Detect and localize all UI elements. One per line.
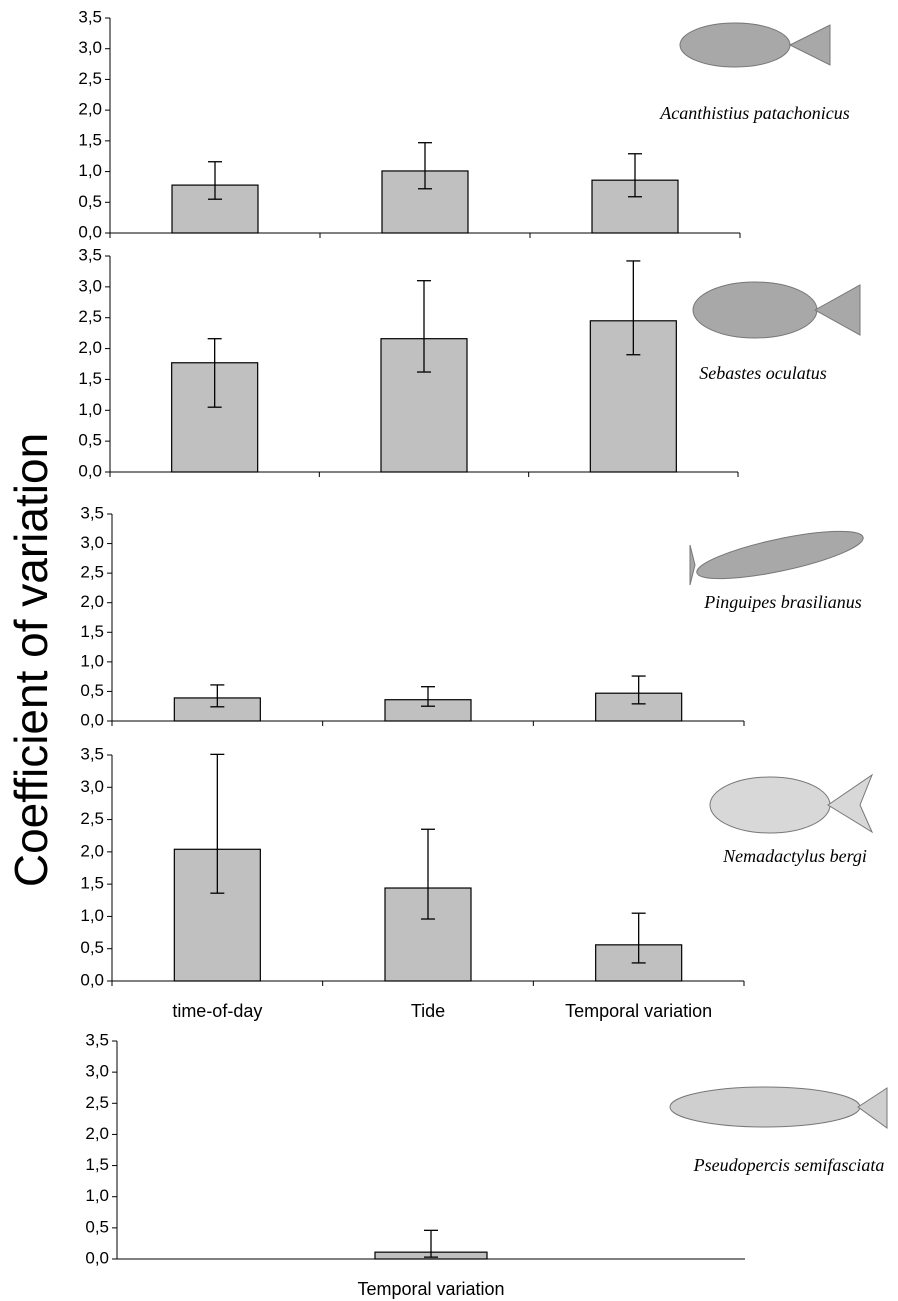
fish-icons — [669, 22, 888, 1129]
y-tick-label: 3,5 — [78, 7, 102, 26]
y-tick-label: 2,5 — [80, 809, 104, 828]
x-tick-label: Temporal variation — [357, 1279, 504, 1299]
y-axis-label: Coefficient of variation — [5, 433, 57, 887]
y-tick-label: 0,0 — [80, 710, 104, 729]
species-name: Pinguipes brasilianus — [703, 592, 862, 612]
species-name: Acanthistius patachonicus — [659, 103, 849, 123]
y-tick-label: 3,0 — [85, 1062, 109, 1081]
fish-icon — [827, 773, 874, 834]
y-tick-label: 3,0 — [78, 38, 102, 57]
y-tick-label: 0,5 — [78, 192, 102, 211]
y-tick-label: 1,0 — [78, 400, 102, 419]
y-tick-label: 2,0 — [78, 338, 102, 357]
species-name: Sebastes oculatus — [699, 363, 827, 383]
x-tick-label: time-of-day — [172, 1001, 262, 1021]
y-tick-label: 2,0 — [80, 841, 104, 860]
fish-icon — [857, 1087, 888, 1129]
y-tick-label: 2,0 — [78, 100, 102, 119]
y-tick-label: 0,5 — [80, 681, 104, 700]
y-tick-label: 2,5 — [78, 307, 102, 326]
fish-icon — [709, 776, 831, 834]
y-tick-label: 1,0 — [80, 651, 104, 670]
fish-icon — [696, 530, 864, 580]
y-tick-label: 0,0 — [78, 461, 102, 480]
y-tick-label: 0,0 — [85, 1248, 109, 1267]
y-tick-label: 2,5 — [80, 563, 104, 582]
y-tick-label: 3,5 — [80, 503, 104, 522]
y-tick-label: 2,5 — [85, 1093, 109, 1112]
y-tick-label: 1,0 — [78, 161, 102, 180]
species-name: Pseudopercis semifasciata — [693, 1155, 885, 1175]
y-tick-label: 2,5 — [78, 69, 102, 88]
y-tick-label: 1,5 — [78, 369, 102, 388]
y-tick-label: 1,0 — [85, 1186, 109, 1205]
y-tick-label: 3,5 — [80, 744, 104, 763]
fish-icon — [689, 544, 696, 586]
y-tick-label: 3,5 — [78, 245, 102, 264]
y-tick-label: 2,0 — [80, 592, 104, 611]
y-tick-label: 0,5 — [78, 431, 102, 450]
y-tick-label: 3,0 — [80, 777, 104, 796]
fish-icon — [813, 284, 861, 336]
y-tick-label: 0,5 — [85, 1217, 109, 1236]
y-tick-label: 0,0 — [78, 222, 102, 241]
y-tick-label: 1,5 — [80, 622, 104, 641]
fish-icon — [788, 24, 831, 66]
fish-icon — [679, 22, 791, 68]
y-tick-label: 1,5 — [85, 1155, 109, 1174]
y-tick-label: 1,5 — [78, 130, 102, 149]
y-tick-label: 1,0 — [80, 906, 104, 925]
y-tick-label: 0,5 — [80, 938, 104, 957]
x-tick-label: Temporal variation — [565, 1001, 712, 1021]
species-name: Nemadactylus bergi — [722, 846, 867, 866]
fish-icon — [692, 281, 818, 339]
y-tick-label: 0,0 — [80, 970, 104, 989]
y-tick-label: 3,0 — [78, 276, 102, 295]
y-tick-label: 3,5 — [85, 1030, 109, 1049]
y-tick-label: 3,0 — [80, 533, 104, 552]
fish-icon — [669, 1086, 861, 1128]
y-tick-label: 2,0 — [85, 1124, 109, 1143]
y-tick-label: 1,5 — [80, 874, 104, 893]
x-tick-label: Tide — [411, 1001, 445, 1021]
